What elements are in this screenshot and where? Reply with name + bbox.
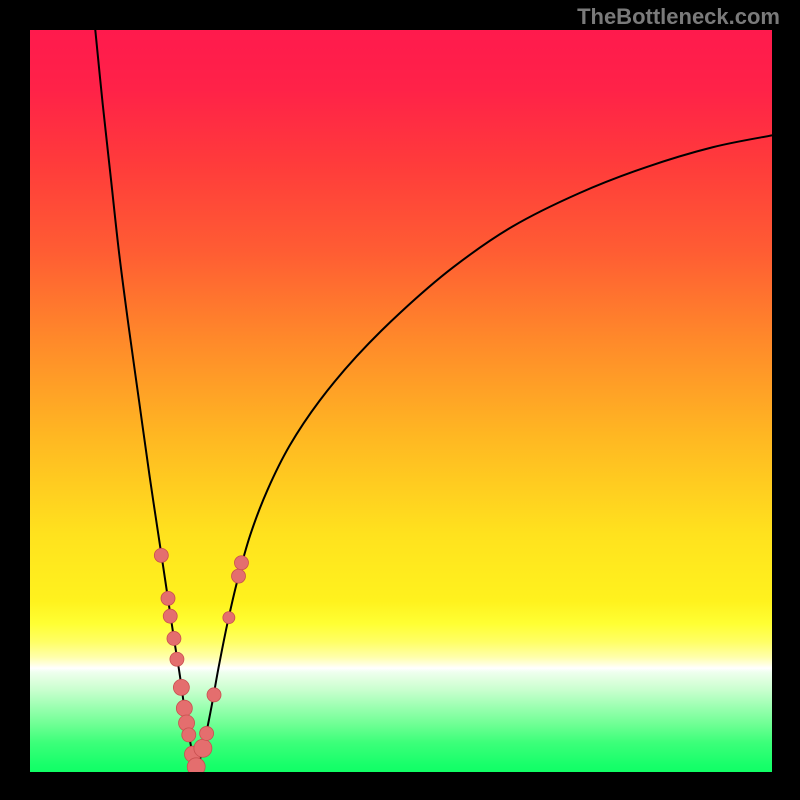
data-marker bbox=[161, 591, 175, 605]
data-marker bbox=[167, 631, 181, 645]
data-marker bbox=[173, 679, 189, 695]
data-marker bbox=[182, 728, 196, 742]
data-marker bbox=[187, 758, 205, 772]
data-marker bbox=[176, 700, 192, 716]
data-marker bbox=[163, 609, 177, 623]
data-marker bbox=[234, 556, 248, 570]
watermark-text: TheBottleneck.com bbox=[577, 4, 780, 30]
curve-right-branch bbox=[196, 135, 772, 769]
data-marker bbox=[200, 726, 214, 740]
chart-container: TheBottleneck.com bbox=[0, 0, 800, 800]
plot-area bbox=[30, 30, 772, 772]
data-marker bbox=[223, 612, 235, 624]
data-marker bbox=[232, 569, 246, 583]
data-marker bbox=[154, 548, 168, 562]
data-marker bbox=[207, 688, 221, 702]
curve-layer bbox=[30, 30, 772, 772]
data-marker bbox=[194, 739, 212, 757]
data-marker bbox=[170, 652, 184, 666]
